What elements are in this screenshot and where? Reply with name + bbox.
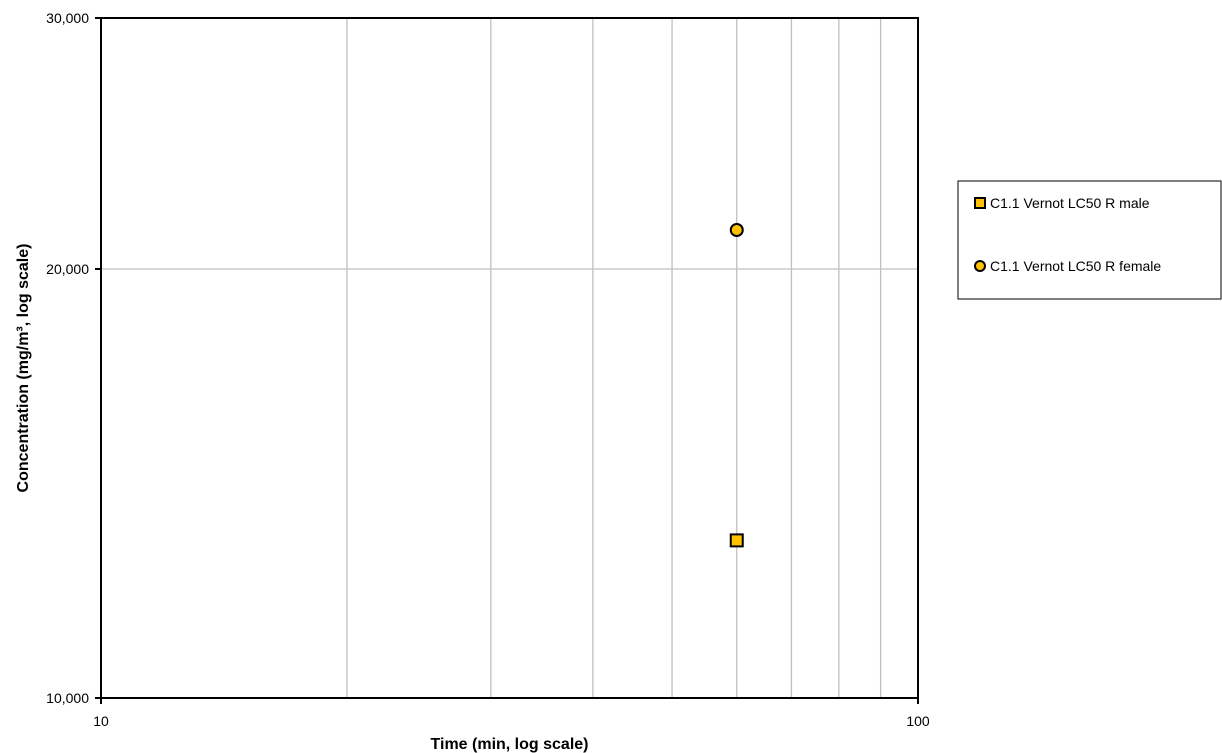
legend-marker-circle bbox=[974, 260, 986, 272]
axis-ticks bbox=[95, 17, 919, 704]
y-axis-title: Concentration (mg/m³, log scale) bbox=[15, 244, 32, 493]
y-tick-label: 30,000 bbox=[46, 10, 89, 26]
legend-marker-square bbox=[974, 197, 986, 209]
data-point-circle bbox=[729, 222, 744, 237]
data-points bbox=[729, 222, 744, 548]
x-axis-tick-labels: 10 100 bbox=[93, 713, 930, 729]
legend-box bbox=[957, 180, 1222, 300]
y-tick-label: 10,000 bbox=[46, 690, 89, 706]
legend-label: C1.1 Vernot LC50 R female bbox=[990, 258, 1161, 274]
y-axis-tick-labels: 10,000 20,000 30,000 bbox=[46, 10, 89, 706]
legend: C1.1 Vernot LC50 R male C1.1 Vernot LC50 … bbox=[957, 180, 1222, 300]
x-tick-label: 10 bbox=[93, 713, 109, 729]
data-point-square bbox=[729, 533, 744, 548]
grid bbox=[101, 18, 918, 698]
x-axis-title: Time (min, log scale) bbox=[431, 736, 589, 753]
y-tick-label: 20,000 bbox=[46, 261, 89, 277]
plot-area bbox=[100, 17, 919, 699]
legend-label: C1.1 Vernot LC50 R male bbox=[990, 195, 1150, 211]
x-tick-label: 100 bbox=[906, 713, 930, 729]
